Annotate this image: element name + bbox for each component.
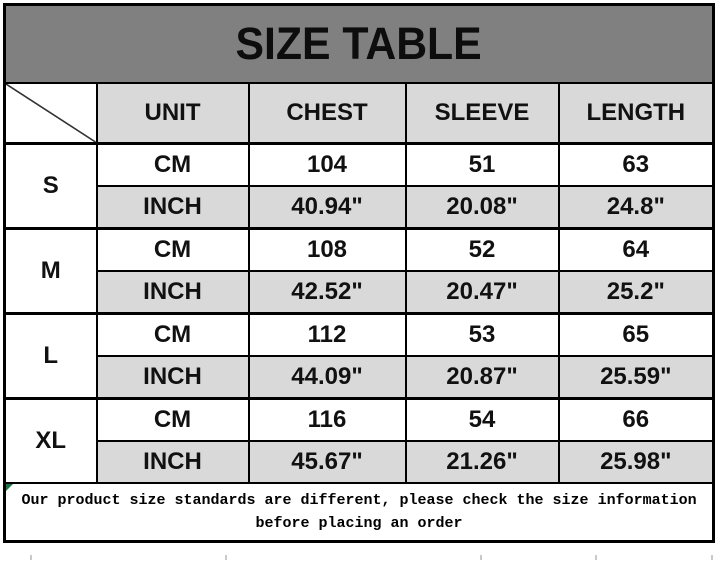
table-row-s-cm: S CM 104 51 63	[3, 142, 715, 230]
cropped-next-row-strip	[0, 553, 716, 561]
grid-tick	[480, 555, 482, 560]
cell-l-inch-unit: INCH	[95, 355, 250, 400]
grid-tick	[225, 555, 227, 560]
cell-xl-cm-unit: CM	[95, 397, 250, 442]
grid-tick	[711, 555, 713, 560]
note-line-2: before placing an order	[255, 515, 463, 532]
cell-xl-inch-sleeve: 21.26"	[404, 440, 560, 484]
cell-xl-cm-sleeve: 54	[404, 397, 560, 442]
cell-m-cm-unit: CM	[95, 227, 250, 272]
cell-m-inch-sleeve: 20.47"	[404, 270, 560, 315]
cell-xl-cm-chest: 116	[247, 397, 407, 442]
grid-tick	[30, 555, 32, 560]
title-cell: SIZE TABLE	[3, 3, 715, 84]
cell-s-cm-length: 63	[557, 142, 715, 187]
table-row-m-inch: INCH 42.52" 20.47" 25.2"	[5, 270, 715, 315]
table-row-l-inch: INCH 44.09" 20.87" 25.59"	[5, 355, 715, 400]
cell-m-inch-length: 25.2"	[557, 270, 715, 315]
cell-m-cm-chest: 108	[247, 227, 407, 272]
cell-xl-inch-chest: 45.67"	[247, 440, 407, 484]
cell-s-inch-unit: INCH	[95, 185, 250, 230]
cell-xl-inch-unit: INCH	[95, 440, 250, 484]
table-row-l-cm: L CM 112 53 65	[3, 312, 715, 400]
column-header-row: UNIT CHEST SLEEVE LENGTH	[3, 82, 715, 145]
cell-m-cm-length: 64	[557, 227, 715, 272]
table-row-xl-inch: INCH 45.67" 21.26" 25.98"	[5, 440, 715, 484]
cell-m-inch-chest: 42.52"	[247, 270, 407, 315]
note-row: Our product size standards are different…	[3, 482, 715, 543]
cell-l-cm-length: 65	[557, 312, 715, 357]
cell-s-inch-chest: 40.94"	[247, 185, 407, 230]
grid-tick	[595, 555, 597, 560]
size-label-l: L	[3, 312, 98, 400]
cell-xl-cm-length: 66	[557, 397, 715, 442]
cell-m-cm-sleeve: 52	[404, 227, 560, 272]
size-label-xl: XL	[3, 397, 98, 484]
size-label-m: M	[3, 227, 98, 315]
col-header-sleeve: SLEEVE	[404, 82, 560, 145]
cell-m-inch-unit: INCH	[95, 270, 250, 315]
page-title: SIZE TABLE	[235, 18, 483, 69]
col-header-unit: UNIT	[95, 82, 250, 145]
cell-l-inch-sleeve: 20.87"	[404, 355, 560, 400]
cell-s-inch-sleeve: 20.08"	[404, 185, 560, 230]
cell-l-cm-unit: CM	[95, 312, 250, 357]
col-header-chest: CHEST	[247, 82, 407, 145]
note-cell: Our product size standards are different…	[3, 482, 715, 543]
cell-s-cm-unit: CM	[95, 142, 250, 187]
title-row: SIZE TABLE	[3, 3, 715, 84]
note-line-1: Our product size standards are different…	[21, 491, 697, 509]
cell-s-inch-length: 24.8"	[557, 185, 715, 230]
diagonal-line-icon	[6, 84, 96, 142]
diagonal-cell	[3, 82, 98, 145]
cell-s-cm-sleeve: 51	[404, 142, 560, 187]
size-table: SIZE TABLE UNIT CHEST SLEEVE LENGTH S CM…	[3, 3, 716, 543]
cell-l-cm-chest: 112	[247, 312, 407, 357]
cell-xl-inch-length: 25.98"	[557, 440, 715, 484]
cell-l-inch-chest: 44.09"	[247, 355, 407, 400]
cell-l-inch-length: 25.59"	[557, 355, 715, 400]
cell-l-cm-sleeve: 53	[404, 312, 560, 357]
cell-corner-marker-icon	[6, 484, 13, 491]
size-label-s: S	[3, 142, 98, 230]
table-row-m-cm: M CM 108 52 64	[3, 227, 715, 315]
cell-s-cm-chest: 104	[247, 142, 407, 187]
table-row-xl-cm: XL CM 116 54 66	[3, 397, 715, 484]
table-row-s-inch: INCH 40.94" 20.08" 24.8"	[5, 185, 715, 230]
col-header-length: LENGTH	[557, 82, 715, 145]
